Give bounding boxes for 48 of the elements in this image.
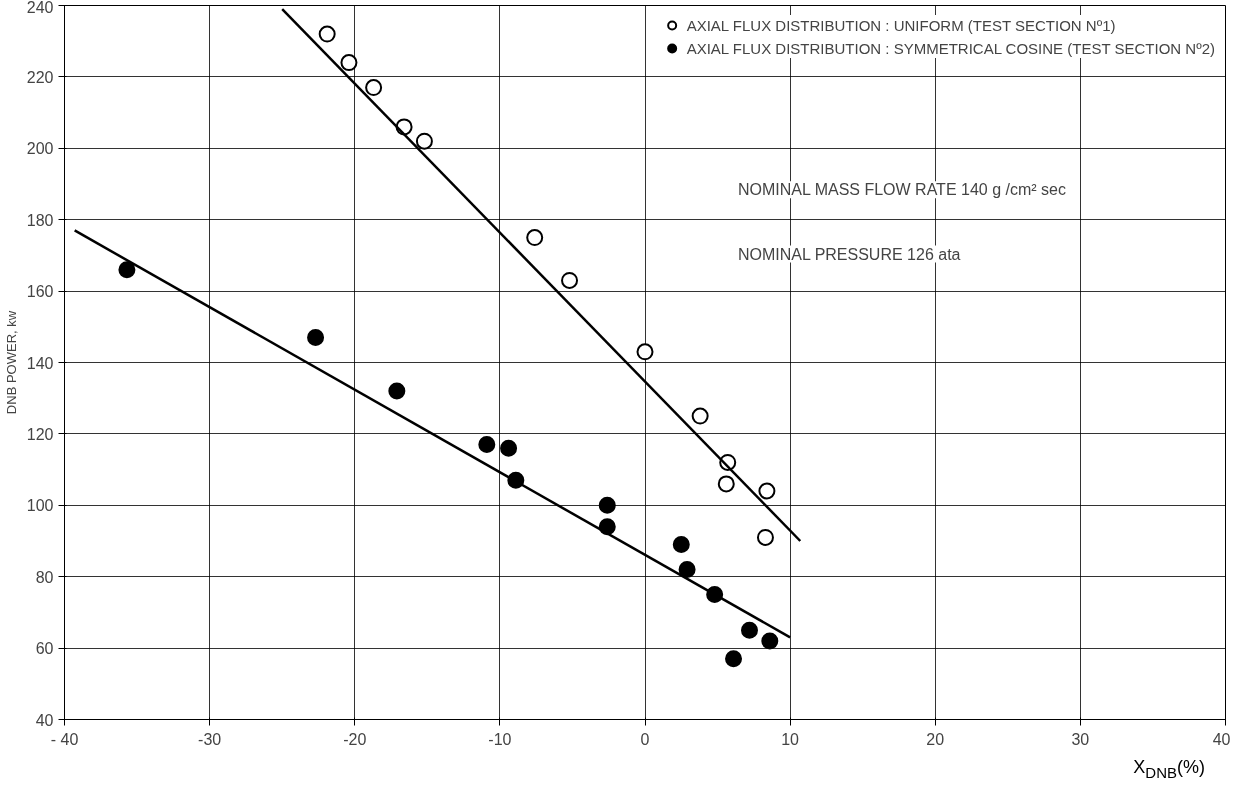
point xyxy=(307,329,325,346)
point xyxy=(678,561,696,579)
point xyxy=(756,528,774,546)
point xyxy=(717,475,735,493)
y-tick-label: 180 xyxy=(26,211,54,229)
point xyxy=(365,79,383,97)
y-axis-title: DNB POWER, kw xyxy=(3,310,19,415)
y-tick-label: 100 xyxy=(26,497,54,515)
x-tick-label: 40 xyxy=(1212,730,1231,748)
y-tick-label: 160 xyxy=(26,283,54,301)
point xyxy=(478,436,496,454)
x-tick-label: 30 xyxy=(1071,730,1090,748)
point xyxy=(691,407,709,425)
annotation: NOMINAL MASS FLOW RATE 140 g /cm² sec xyxy=(737,181,1066,199)
x-tick-label: - 40 xyxy=(50,730,79,748)
point xyxy=(500,439,518,457)
y-tick-label: 140 xyxy=(26,354,54,372)
y-tick-label: 80 xyxy=(35,568,54,586)
annotation: NOMINAL PRESSURE 126 ata xyxy=(737,245,961,263)
x-tick-label: 10 xyxy=(781,730,800,748)
x-tick-label: 0 xyxy=(640,730,650,748)
legend-label: AXIAL FLUX DISTRIBUTION : UNIFORM (TEST SECTION Nº1) xyxy=(686,16,1116,34)
x-tick-label: -20 xyxy=(343,730,367,748)
point xyxy=(672,536,690,554)
point xyxy=(526,229,544,247)
point xyxy=(388,382,406,400)
point xyxy=(340,54,358,72)
y-tick-label: 60 xyxy=(35,640,54,658)
x-tick-label: -10 xyxy=(488,730,512,748)
y-tick-label: 200 xyxy=(26,140,54,158)
point xyxy=(118,261,136,279)
point xyxy=(725,650,743,668)
point xyxy=(761,632,779,650)
point xyxy=(636,343,654,361)
legend-label: AXIAL FLUX DISTRIBUTION : SYMMETRICAL COSINE (TEST SECTION Nº2) xyxy=(686,39,1215,57)
point xyxy=(318,25,336,43)
x-axis-title: X$_{DNB}$(%) xyxy=(1133,756,1205,783)
point xyxy=(561,271,579,289)
x-tick-label: -30 xyxy=(198,730,222,748)
point xyxy=(758,482,776,500)
y-tick-label: 240 xyxy=(26,0,54,16)
x-tick-label: 20 xyxy=(926,730,945,748)
point xyxy=(598,496,616,514)
point xyxy=(740,621,758,639)
y-tick-label: 40 xyxy=(35,711,54,729)
point xyxy=(415,132,433,150)
y-tick-label: 220 xyxy=(26,68,54,86)
y-tick-label: 120 xyxy=(26,425,54,443)
